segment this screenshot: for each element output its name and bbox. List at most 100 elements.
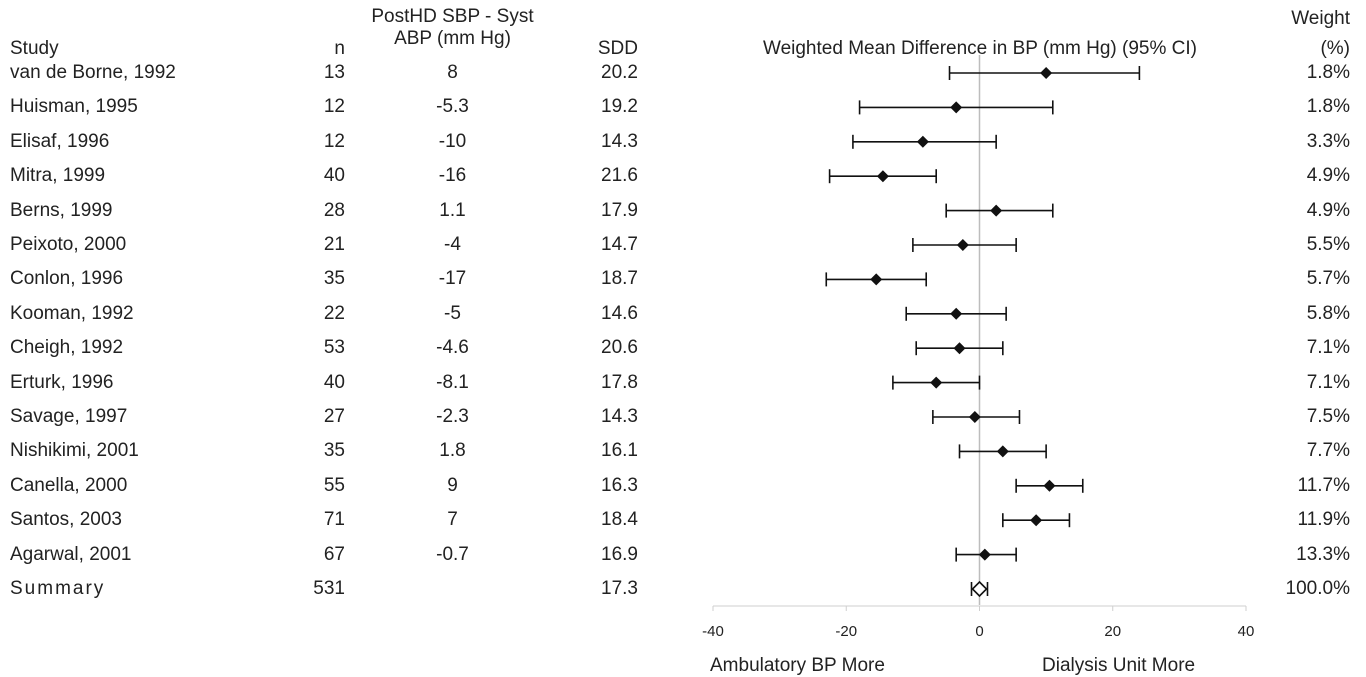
study-abp: -0.7	[436, 543, 469, 565]
study-name: Huisman, 1995	[10, 96, 138, 118]
estimate-marker	[1030, 514, 1043, 527]
study-abp: -17	[438, 268, 467, 290]
study-n: 53	[323, 337, 345, 359]
study-abp: -5	[444, 302, 461, 324]
study-sdd: 16.9	[601, 543, 638, 565]
study-n: 21	[323, 234, 345, 255]
header-abp-line1: PostHD SBP - Syst	[371, 6, 534, 27]
study-sdd: 14.3	[601, 130, 638, 152]
study-weight: 7.5%	[1306, 406, 1350, 427]
study-sdd: 16.1	[601, 440, 638, 462]
study-sdd: 14.6	[601, 302, 638, 324]
estimate-marker	[1043, 479, 1056, 492]
study-n: 67	[323, 543, 345, 565]
study-n: 35	[323, 440, 345, 462]
study-abp: 1.8	[439, 440, 466, 462]
study-abp: 9	[447, 474, 458, 496]
header-abp-line2: ABP (mm Hg)	[394, 28, 511, 49]
study-weight: 11.7%	[1297, 474, 1350, 496]
estimate-marker	[876, 170, 889, 183]
estimate-marker	[1040, 67, 1053, 79]
header-sdd: SDD	[597, 38, 638, 59]
study-sdd: 17.9	[601, 199, 638, 221]
study-sdd: 17.8	[601, 371, 638, 393]
study-n: 13	[323, 62, 345, 83]
study-name: Santos, 2003	[10, 509, 122, 531]
study-weight: 4.9%	[1306, 165, 1350, 187]
study-name: Mitra, 1999	[10, 165, 106, 187]
estimate-marker	[870, 273, 883, 286]
study-name: Conlon, 1996	[10, 268, 124, 290]
study-weight: 5.8%	[1306, 302, 1350, 324]
estimate-marker	[930, 376, 943, 389]
estimate-marker	[916, 135, 929, 148]
study-name: Berns, 1999	[10, 199, 113, 221]
study-name: Cheigh, 1992	[10, 337, 124, 359]
header-weight-line2: (%)	[1320, 38, 1350, 59]
study-weight: 1.8%	[1306, 62, 1350, 83]
study-n: 27	[323, 406, 345, 427]
study-weight: 7.7%	[1306, 440, 1350, 462]
study-weight: 7.1%	[1306, 371, 1350, 393]
study-weight: 1.8%	[1306, 96, 1350, 118]
study-n: 71	[323, 509, 345, 531]
study-n: 22	[323, 302, 345, 324]
study-abp: -4	[444, 234, 461, 255]
study-weight: 4.9%	[1306, 199, 1350, 221]
estimate-marker	[956, 239, 969, 251]
study-name: Peixoto, 2000	[10, 234, 127, 255]
study-n: 40	[323, 371, 345, 393]
study-sdd: 20.2	[601, 62, 638, 83]
study-abp: 1.1	[439, 199, 466, 221]
footer-right-label: Dialysis Unit More	[1042, 655, 1196, 676]
x-tick-label: -20	[835, 623, 857, 640]
study-sdd: 18.7	[601, 268, 638, 290]
estimate-marker	[968, 411, 981, 423]
study-n: 55	[323, 474, 345, 496]
estimate-marker	[978, 548, 991, 561]
estimate-marker	[953, 342, 966, 355]
study-abp: 8	[447, 62, 458, 83]
study-sdd: 16.3	[601, 474, 638, 496]
study-weight: 5.7%	[1306, 268, 1350, 290]
study-name: Summary	[10, 578, 106, 599]
summary-diamond	[971, 580, 988, 598]
study-n: 12	[323, 96, 345, 118]
study-weight: 5.5%	[1306, 234, 1350, 255]
study-n: 12	[323, 130, 345, 152]
study-sdd: 14.7	[601, 234, 638, 255]
study-abp: -10	[438, 130, 467, 152]
estimate-marker	[950, 307, 963, 320]
study-sdd: 17.3	[601, 578, 638, 599]
study-weight: 100.0%	[1285, 578, 1350, 599]
x-tick-label: -40	[702, 623, 724, 640]
study-sdd: 18.4	[601, 509, 638, 531]
estimate-marker	[990, 204, 1003, 217]
study-sdd: 21.6	[601, 165, 638, 187]
study-name: van de Borne, 1992	[10, 62, 176, 83]
study-name: Agarwal, 2001	[10, 543, 132, 565]
study-n: 35	[323, 268, 345, 290]
study-name: Nishikimi, 2001	[10, 440, 139, 462]
estimate-marker	[996, 445, 1009, 458]
plot-title: Weighted Mean Difference in BP (mm Hg) (…	[762, 38, 1197, 59]
estimate-marker	[950, 101, 963, 114]
study-abp: -5.3	[436, 96, 469, 118]
header-n: n	[334, 38, 345, 59]
study-abp: 7	[447, 509, 458, 531]
study-name: Kooman, 1992	[10, 302, 134, 324]
header-weight-line1: Weight	[1291, 8, 1350, 29]
study-abp: -4.6	[436, 337, 469, 359]
footer-left-label: Ambulatory BP More	[710, 655, 885, 676]
study-sdd: 19.2	[601, 96, 638, 118]
header-study: Study	[10, 38, 59, 59]
study-weight: 7.1%	[1306, 337, 1350, 359]
study-name: Erturk, 1996	[10, 371, 114, 393]
study-n: 531	[313, 578, 345, 599]
study-name: Elisaf, 1996	[10, 130, 110, 152]
study-n: 40	[323, 165, 345, 187]
x-tick-label: 40	[1238, 623, 1255, 640]
study-sdd: 14.3	[601, 406, 638, 427]
study-abp: -2.3	[436, 406, 469, 427]
study-name: Savage, 1997	[10, 406, 128, 427]
